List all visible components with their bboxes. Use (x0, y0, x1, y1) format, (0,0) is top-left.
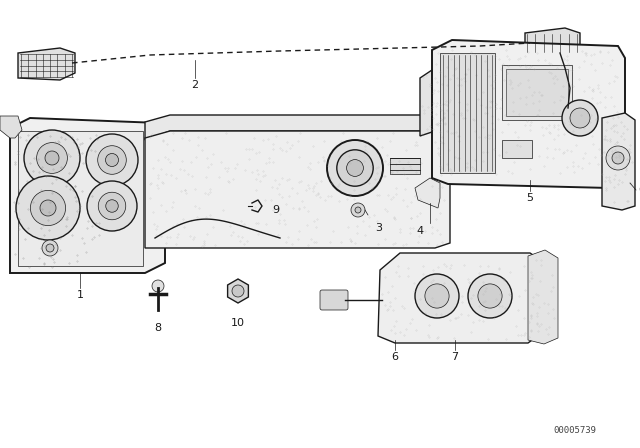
Circle shape (86, 134, 138, 186)
Polygon shape (420, 68, 450, 136)
Polygon shape (378, 253, 545, 343)
Circle shape (98, 146, 126, 174)
Circle shape (347, 159, 364, 177)
Text: 7: 7 (451, 352, 459, 362)
Text: 4: 4 (417, 226, 424, 236)
Circle shape (337, 150, 373, 186)
Polygon shape (18, 48, 75, 80)
Bar (506, 69, 568, 116)
Text: 8: 8 (154, 323, 161, 333)
Circle shape (415, 274, 459, 318)
Text: 6: 6 (392, 352, 399, 362)
Polygon shape (10, 118, 165, 273)
Circle shape (606, 146, 630, 170)
Circle shape (152, 280, 164, 292)
Circle shape (31, 190, 65, 226)
Circle shape (42, 240, 58, 256)
Polygon shape (0, 116, 22, 138)
Circle shape (562, 100, 598, 136)
Polygon shape (602, 113, 635, 210)
Polygon shape (228, 279, 248, 303)
Polygon shape (528, 250, 558, 344)
Polygon shape (558, 103, 578, 120)
FancyBboxPatch shape (320, 290, 348, 310)
Circle shape (612, 152, 624, 164)
Bar (502, 140, 532, 158)
Text: 6: 6 (638, 185, 640, 195)
Circle shape (425, 284, 449, 308)
Circle shape (99, 192, 125, 220)
Circle shape (355, 207, 361, 213)
Circle shape (570, 108, 590, 128)
Text: 1: 1 (77, 290, 83, 300)
Circle shape (40, 200, 56, 216)
Bar (390, 158, 420, 174)
Text: 9: 9 (272, 205, 279, 215)
Circle shape (46, 244, 54, 252)
Polygon shape (415, 178, 440, 208)
Circle shape (36, 142, 67, 173)
Circle shape (106, 154, 118, 167)
Text: 00005739: 00005739 (554, 426, 596, 435)
Polygon shape (525, 28, 580, 56)
Text: 3: 3 (375, 223, 382, 233)
Circle shape (24, 130, 80, 186)
Circle shape (478, 284, 502, 308)
Circle shape (232, 285, 244, 297)
Text: 2: 2 (191, 80, 198, 90)
Circle shape (351, 203, 365, 217)
Bar (18, 131, 143, 266)
Circle shape (468, 274, 512, 318)
Circle shape (106, 200, 118, 212)
Bar (440, 53, 495, 173)
Circle shape (327, 140, 383, 196)
Polygon shape (145, 115, 450, 140)
Text: 5: 5 (527, 193, 534, 203)
Circle shape (45, 151, 59, 165)
Circle shape (16, 176, 80, 240)
Bar (502, 65, 572, 120)
Text: 10: 10 (231, 318, 245, 328)
Polygon shape (432, 40, 625, 188)
Circle shape (87, 181, 137, 231)
Polygon shape (145, 131, 450, 248)
